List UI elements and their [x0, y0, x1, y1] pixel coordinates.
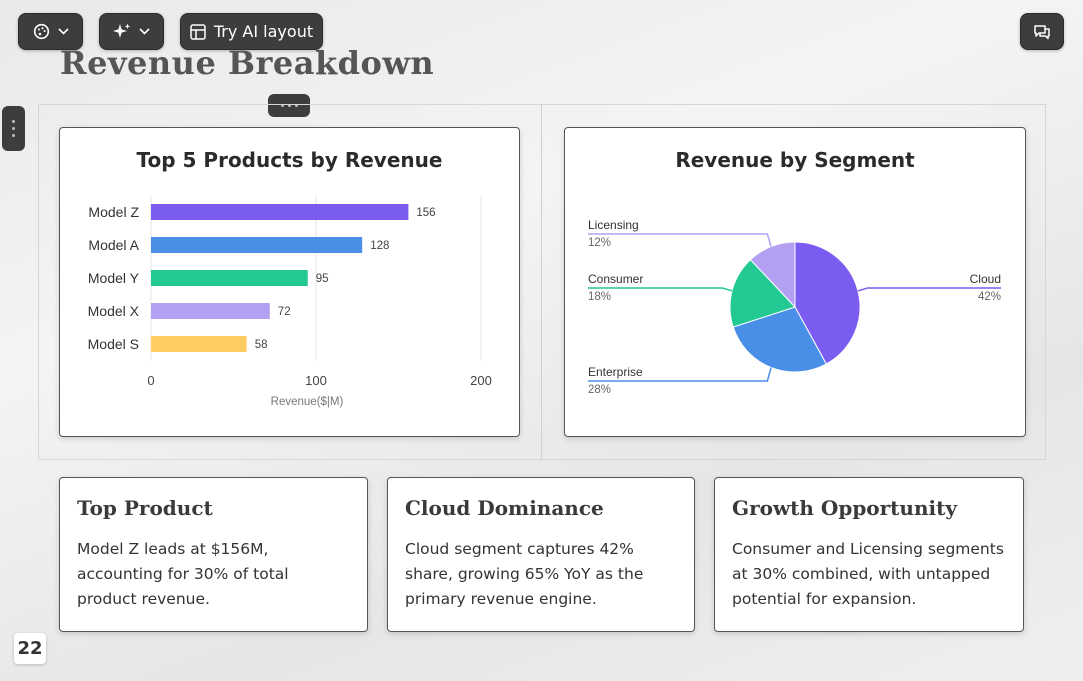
- category-label: Model S: [88, 336, 139, 352]
- category-label: Model X: [88, 303, 140, 319]
- bar: [151, 336, 247, 352]
- bar: [151, 270, 308, 286]
- theme-button[interactable]: [18, 13, 83, 50]
- x-tick-label: 100: [305, 373, 327, 388]
- pie-slice-percent: 18%: [588, 291, 611, 303]
- bar-value-label: 58: [255, 339, 268, 351]
- insight-body: Consumer and Licensing segments at 30% c…: [732, 540, 1004, 608]
- drag-handle-vertical[interactable]: [2, 106, 25, 151]
- bar-value-label: 72: [278, 306, 291, 318]
- category-label: Model Z: [88, 204, 139, 220]
- pie-slice-percent: 12%: [588, 237, 611, 249]
- category-label: Model A: [88, 237, 139, 253]
- chart-row-frame: [38, 104, 1046, 460]
- pie-slice-label: Cloud: [970, 272, 1001, 286]
- x-tick-label: 200: [470, 373, 492, 388]
- slide-title: Revenue Breakdown: [60, 44, 435, 82]
- chart-column-divider: [541, 104, 542, 460]
- bar: [151, 303, 270, 319]
- pie-slice-percent: 42%: [978, 291, 1001, 303]
- ai-tools-button[interactable]: [99, 13, 164, 50]
- try-ai-layout-label: Try AI layout: [213, 22, 314, 41]
- insight-card-top-product[interactable]: Top Product Model Z leads at $156M, acco…: [59, 477, 368, 632]
- insight-title: Growth Opportunity: [732, 496, 957, 520]
- pie-leader-line: [588, 287, 733, 292]
- bar-value-label: 156: [416, 207, 435, 219]
- pie-chart-card[interactable]: Revenue by Segment Cloud 42% Enterprise 28%…: [564, 127, 1026, 437]
- insight-body: Model Z leads at $156M, accounting for 3…: [77, 540, 289, 608]
- try-ai-layout-button[interactable]: Try AI layout: [180, 13, 323, 50]
- sparkles-icon: [113, 23, 131, 40]
- pie-leader-line: [588, 367, 772, 382]
- page-number-badge: 22: [14, 633, 46, 664]
- insight-title: Cloud Dominance: [405, 496, 604, 520]
- bar-chart-card[interactable]: Top 5 Products by Revenue 0 100 200 Model Z…: [59, 127, 520, 437]
- pie-chart-title: Revenue by Segment: [675, 148, 915, 172]
- insight-title: Top Product: [77, 496, 213, 520]
- drag-handle-horizontal[interactable]: [268, 94, 310, 117]
- pie-leader-line: [588, 233, 772, 247]
- chevron-down-icon: [139, 28, 150, 35]
- pie-slice-label: Licensing: [588, 218, 639, 232]
- palette-icon: [33, 23, 50, 40]
- x-axis-label: Revenue($|M): [271, 396, 344, 408]
- pie-chart: Cloud 42% Enterprise 28% Consumer 18% Licensin…: [588, 218, 1001, 396]
- layout-icon: [190, 23, 206, 40]
- bar-value-label: 128: [370, 240, 389, 252]
- bar-value-label: 95: [316, 273, 329, 285]
- pie-slice-label: Consumer: [588, 272, 643, 286]
- chevron-down-icon: [57, 28, 69, 35]
- category-label: Model Y: [88, 270, 140, 286]
- pie-leader-line: [857, 287, 1001, 292]
- bar-chart-title: Top 5 Products by Revenue: [136, 148, 443, 172]
- comments-icon: [1033, 24, 1051, 40]
- insight-card-cloud-dominance[interactable]: Cloud Dominance Cloud segment captures 4…: [387, 477, 695, 632]
- comments-button[interactable]: [1020, 13, 1064, 50]
- bar: [151, 237, 363, 253]
- pie-slice: [729, 258, 796, 328]
- bar-chart: 0 100 200 Model Z 156 Model A 128 Model Y 95 Mode…: [88, 196, 492, 408]
- pie-slice-label: Enterprise: [588, 365, 643, 379]
- bar: [151, 204, 409, 220]
- insight-body: Cloud segment captures 42% share, growin…: [405, 540, 644, 608]
- pie-slice-percent: 28%: [588, 384, 611, 396]
- insight-card-growth-opportunity[interactable]: Growth Opportunity Consumer and Licensin…: [714, 477, 1024, 632]
- x-tick-label: 0: [147, 373, 154, 388]
